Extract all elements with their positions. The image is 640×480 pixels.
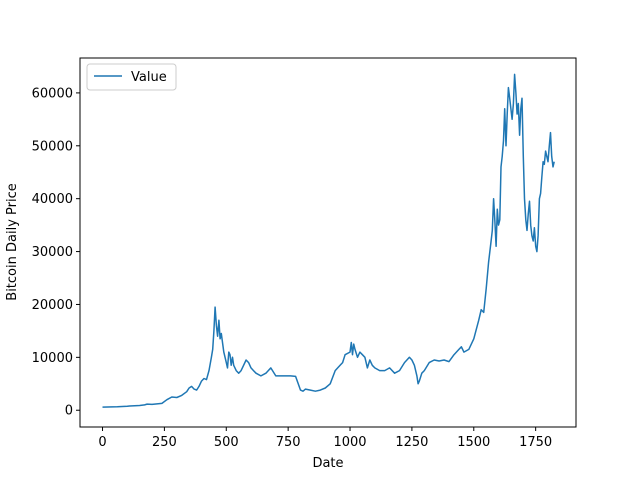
x-tick-label: 500 <box>214 435 239 450</box>
x-tick-label: 1500 <box>457 435 490 450</box>
series-line-value <box>102 73 555 408</box>
y-tick-label: 10000 <box>32 351 73 366</box>
legend-label-value: Value <box>131 70 167 85</box>
x-axis-title: Date <box>312 456 343 471</box>
y-axis: 0 10000 20000 30000 40000 50000 60000 <box>32 86 80 419</box>
x-tick-label: 1750 <box>519 435 552 450</box>
plot-frame <box>79 57 577 428</box>
legend: Value <box>86 63 177 91</box>
line-layer <box>102 73 555 408</box>
y-tick-label: 30000 <box>32 245 73 260</box>
y-tick-label: 0 <box>65 404 73 419</box>
y-tick-label: 40000 <box>32 192 73 207</box>
x-tick-label: 0 <box>98 435 106 450</box>
x-axis: 0 250 500 750 1000 1250 1500 1750 <box>98 427 552 450</box>
y-tick-label: 20000 <box>32 298 73 313</box>
x-tick-label: 1250 <box>395 435 428 450</box>
y-axis-title: Bitcoin Daily Price <box>5 183 20 300</box>
x-tick-label: 1000 <box>333 435 366 450</box>
legend-box <box>86 63 177 91</box>
y-tick-label: 60000 <box>32 86 73 101</box>
y-tick-label: 50000 <box>32 139 73 154</box>
x-tick-label: 250 <box>152 435 177 450</box>
x-tick-label: 750 <box>276 435 301 450</box>
